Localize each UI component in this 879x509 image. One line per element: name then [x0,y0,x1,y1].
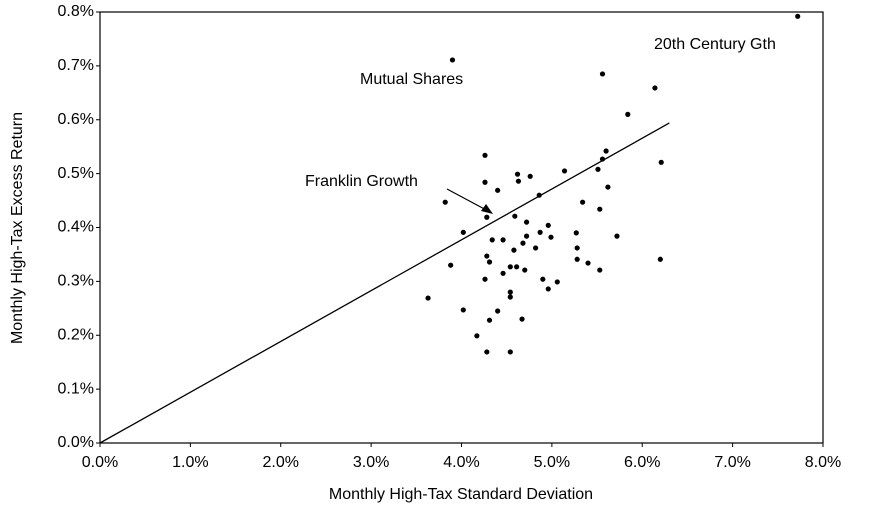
x-tick-label: 0.0% [82,454,118,471]
y-tick-label: 0.1% [58,380,94,397]
point [495,308,501,314]
point [580,199,586,205]
point [449,57,456,63]
point [523,219,530,225]
point [460,229,466,235]
point [599,71,606,77]
point [574,245,580,251]
y-tick-label: 0.5% [58,165,94,182]
point [482,152,488,158]
y-tick-label: 0.2% [58,326,94,343]
trend-line [99,122,670,444]
y-tick-label: 0.0% [58,434,94,451]
x-tick-label: 2.0% [263,454,299,471]
point [540,276,546,282]
point [533,245,539,251]
point [482,179,488,185]
point [573,230,579,236]
point [507,289,513,295]
point [500,270,506,276]
point [657,256,663,262]
point [515,178,522,184]
point [484,253,490,259]
point [514,264,520,270]
y-tick-label: 0.8% [58,3,94,20]
point [484,214,490,220]
point [500,237,506,243]
point [460,307,466,313]
point [574,256,580,262]
point [495,187,501,193]
point [536,192,542,198]
point [652,85,658,91]
x-tick-label: 5.0% [534,454,570,471]
annotation: Franklin Growth [305,173,418,190]
x-tick-label: 7.0% [714,454,750,471]
point [507,264,513,270]
point [486,259,493,265]
point [545,286,551,292]
point [522,267,528,273]
point [614,233,620,239]
point [554,279,560,285]
x-tick-label: 3.0% [353,454,389,471]
point [561,168,568,174]
y-tick-label: 0.7% [58,57,94,74]
point [474,333,480,339]
point [527,173,533,179]
annotation: 20th Century Gth [654,36,776,53]
point [523,233,530,239]
annotation: Mutual Shares [360,71,463,88]
point [511,247,517,253]
point [425,295,431,301]
point [625,111,631,117]
point [795,13,801,19]
x-tick-label: 4.0% [443,454,479,471]
point [484,349,490,355]
point [489,237,495,243]
point [520,240,526,246]
point [507,349,513,355]
point [597,206,603,212]
point [512,213,518,219]
x-tick-label: 6.0% [624,454,660,471]
point [507,294,513,300]
point [597,267,603,273]
point [599,156,606,162]
y-tick-label: 0.3% [58,273,94,290]
x-tick-label: 1.0% [172,454,208,471]
point [658,159,664,165]
point [486,317,493,323]
y-tick-label: 0.4% [58,219,94,236]
point [585,260,591,266]
point [548,234,554,240]
y-tick-label: 0.6% [58,111,94,128]
annotation-arrow [446,188,493,214]
point [519,316,525,322]
point [545,222,551,228]
y-axis-label: Monthly High-Tax Excess Return [9,112,26,344]
point [603,148,609,154]
point [482,276,488,282]
point [605,184,611,190]
x-axis-label: Monthly High-Tax Standard Deviation [329,486,593,503]
point [442,199,448,205]
point [514,171,521,177]
x-tick-label: 8.0% [805,454,841,471]
point [448,262,454,268]
point [537,229,543,235]
point [595,166,601,172]
